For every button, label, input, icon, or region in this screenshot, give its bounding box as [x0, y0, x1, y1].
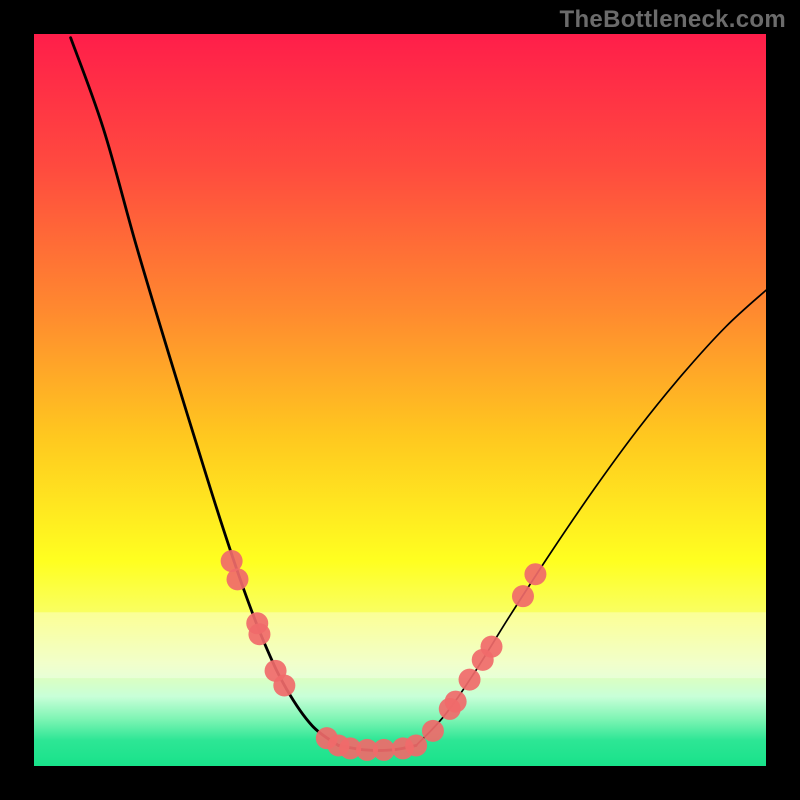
data-marker [248, 623, 270, 645]
data-marker [459, 669, 481, 691]
data-marker [422, 720, 444, 742]
data-marker [273, 674, 295, 696]
data-marker [405, 735, 427, 757]
data-marker [512, 585, 534, 607]
data-marker [373, 739, 395, 761]
data-marker [481, 636, 503, 658]
data-marker [227, 568, 249, 590]
chart-frame: TheBottleneck.com [0, 0, 800, 800]
data-marker [445, 691, 467, 713]
chart-svg [0, 0, 800, 800]
data-marker [524, 563, 546, 585]
highlight-band [34, 612, 766, 678]
